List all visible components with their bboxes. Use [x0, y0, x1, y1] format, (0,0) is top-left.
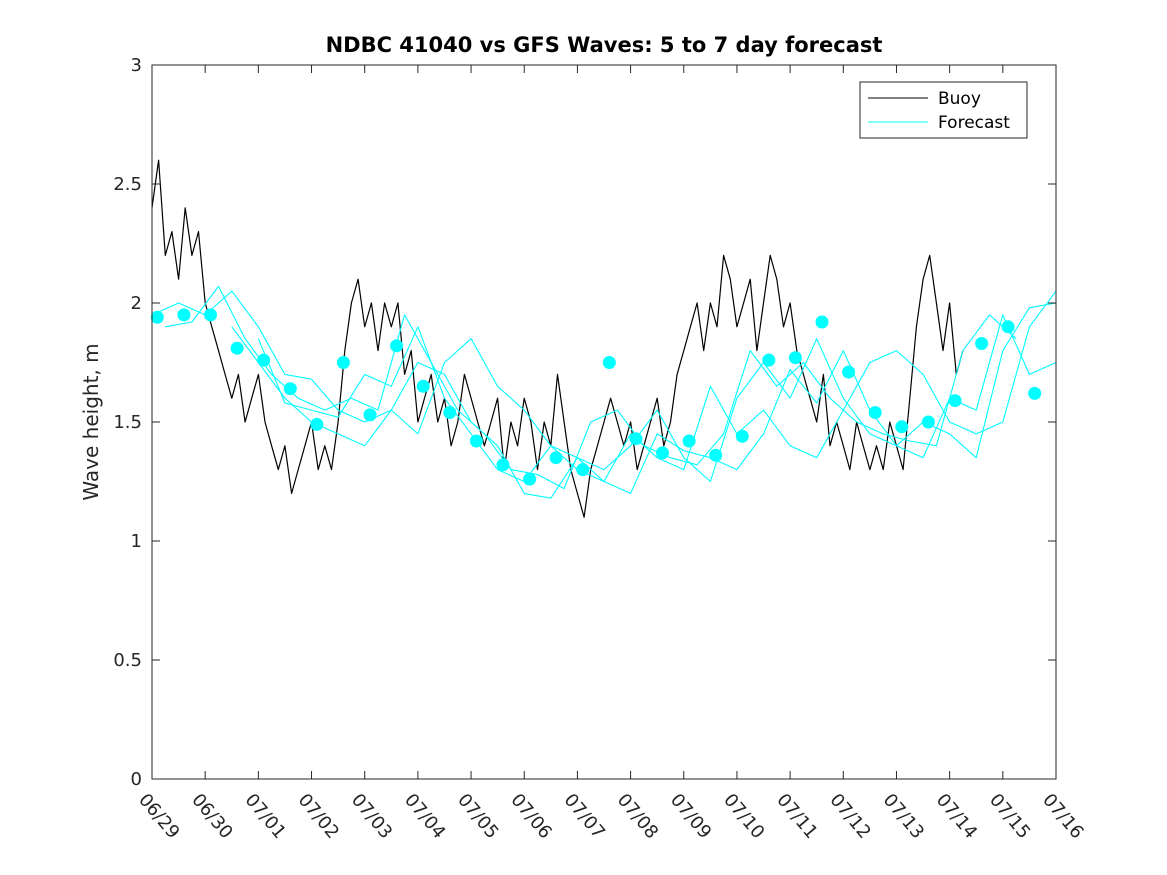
- forecast-marker: [150, 310, 164, 324]
- y-tick-label: 2: [131, 293, 142, 314]
- forecast-marker: [1001, 320, 1015, 334]
- buoy-series-line-0: [151, 159, 964, 518]
- forecast-marker: [709, 448, 723, 462]
- forecast-marker: [1028, 386, 1042, 400]
- legend-label-buoy: Buoy: [938, 89, 981, 109]
- forecast-marker: [257, 353, 271, 367]
- forecast-marker: [443, 406, 457, 419]
- forecast-marker: [762, 353, 776, 367]
- forecast-marker: [523, 472, 537, 486]
- forecast-marker: [735, 429, 749, 443]
- forecast-marker: [868, 406, 882, 419]
- forecast-markers: [150, 308, 1042, 486]
- y-tick-label: 3: [131, 55, 142, 76]
- forecast-marker: [682, 434, 696, 448]
- forecast-marker: [363, 408, 377, 422]
- forecast-marker: [921, 415, 935, 429]
- forecast-series-line-3: [231, 302, 1057, 499]
- forecast-marker: [469, 434, 483, 448]
- forecast-marker: [948, 394, 962, 408]
- y-tick-label: 0: [131, 769, 142, 790]
- forecast-marker: [496, 458, 510, 472]
- y-tick-label: 1.5: [113, 412, 142, 433]
- legend-label-forecast: Forecast: [938, 113, 1010, 133]
- forecast-marker: [788, 351, 802, 365]
- y-tick-label: 0.5: [113, 650, 142, 671]
- forecast-marker: [576, 463, 590, 477]
- series-layer: [150, 159, 1057, 518]
- forecast-marker: [336, 356, 350, 369]
- forecast-marker: [416, 379, 430, 393]
- forecast-marker: [204, 308, 217, 322]
- forecast-marker: [230, 341, 244, 355]
- legend-box: [859, 81, 1028, 139]
- chart-title: NDBC 41040 vs GFS Waves: 5 to 7 day fore…: [326, 33, 883, 57]
- forecast-marker: [310, 417, 324, 431]
- forecast-series-line-4: [257, 314, 1057, 494]
- forecast-marker: [283, 382, 297, 396]
- forecast-marker: [975, 337, 989, 350]
- forecast-marker: [895, 420, 909, 434]
- y-tick-label: 1: [131, 531, 142, 552]
- forecast-marker: [549, 451, 563, 465]
- forecast-series-line-2: [165, 285, 1017, 490]
- forecast-marker: [815, 315, 829, 329]
- forecast-marker: [390, 339, 404, 353]
- forecast-marker: [177, 308, 191, 322]
- legend: Buoy Forecast: [859, 81, 1028, 139]
- forecast-marker: [629, 432, 643, 446]
- y-axis-label: Wave height, m: [79, 343, 103, 500]
- forecast-marker: [842, 365, 856, 379]
- y-tick-label: 2.5: [113, 174, 142, 195]
- forecast-marker: [656, 446, 669, 460]
- forecast-marker: [602, 356, 616, 369]
